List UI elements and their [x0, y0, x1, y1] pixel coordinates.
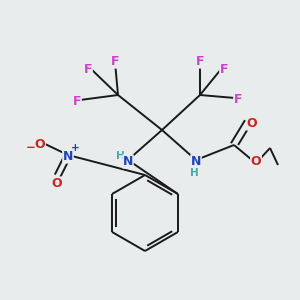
- Text: H: H: [190, 168, 198, 178]
- Text: O: O: [251, 155, 261, 168]
- Text: N: N: [123, 155, 133, 168]
- Text: −: −: [26, 142, 36, 154]
- Text: N: N: [191, 155, 201, 168]
- Text: H: H: [116, 151, 124, 161]
- Text: N: N: [63, 150, 73, 163]
- Text: F: F: [111, 55, 119, 68]
- Text: O: O: [52, 177, 62, 190]
- Text: F: F: [196, 55, 204, 68]
- Text: F: F: [234, 93, 242, 106]
- Text: F: F: [84, 63, 92, 76]
- Text: +: +: [70, 143, 80, 153]
- Text: O: O: [35, 138, 45, 151]
- Text: F: F: [73, 95, 81, 108]
- Text: F: F: [220, 63, 228, 76]
- Text: O: O: [247, 117, 257, 130]
